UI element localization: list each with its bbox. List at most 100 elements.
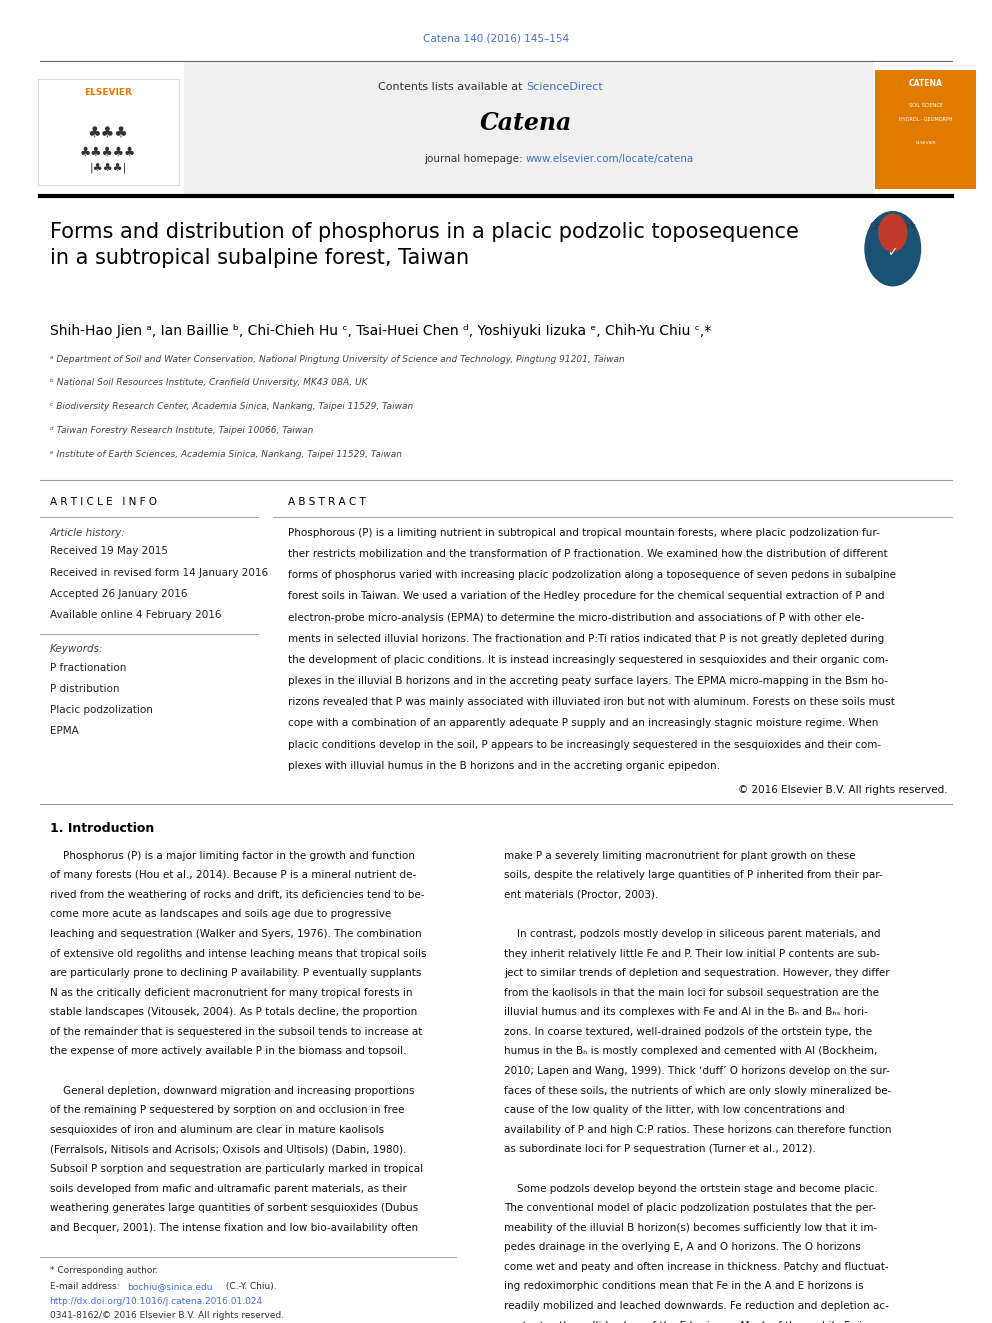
Text: CrossMark: CrossMark [869,222,917,232]
Text: ♣♣♣: ♣♣♣ [87,124,129,140]
Text: of many forests (Hou et al., 2014). Because P is a mineral nutrient de-: of many forests (Hou et al., 2014). Beca… [50,871,416,880]
Text: meability of the illuvial B horizon(s) becomes sufficiently low that it im-: meability of the illuvial B horizon(s) b… [504,1222,877,1233]
Text: are particularly prone to declining P availability. P eventually supplants: are particularly prone to declining P av… [50,968,421,978]
Text: ✓: ✓ [888,246,898,259]
Text: General depletion, downward migration and increasing proportions: General depletion, downward migration an… [50,1086,414,1095]
Text: of the remainder that is sequestered in the subsoil tends to increase at: of the remainder that is sequestered in … [50,1027,422,1037]
Text: Article history:: Article history: [50,528,125,538]
Text: plexes in the illuvial B horizons and in the accreting peaty surface layers. The: plexes in the illuvial B horizons and in… [288,676,888,687]
Text: (Ferralsols, Nitisols and Acrisols; Oxisols and Ultisols) (Dabin, 1980).: (Ferralsols, Nitisols and Acrisols; Oxis… [50,1144,406,1155]
Text: HYDROL · GEOMORPH: HYDROL · GEOMORPH [899,116,952,122]
Text: N as the critically deficient macronutrient for many tropical forests in: N as the critically deficient macronutri… [50,988,412,998]
Text: the development of placic conditions. It is instead increasingly sequestered in : the development of placic conditions. It… [288,655,888,665]
Text: 2010; Lapen and Wang, 1999). Thick ‘duff’ O horizons develop on the sur-: 2010; Lapen and Wang, 1999). Thick ‘duff… [504,1066,890,1076]
Text: (C.-Y. Chiu).: (C.-Y. Chiu). [223,1282,277,1291]
Text: rived from the weathering of rocks and drift, its deficiencies tend to be-: rived from the weathering of rocks and d… [50,890,425,900]
Text: Accepted 26 January 2016: Accepted 26 January 2016 [50,589,187,599]
Text: faces of these soils, the nutrients of which are only slowly mineralized be-: faces of these soils, the nutrients of w… [504,1086,891,1095]
Text: ELSEVIER: ELSEVIER [84,89,132,97]
Text: Contents lists available at: Contents lists available at [378,82,526,93]
Text: Subsoil P sorption and sequestration are particularly marked in tropical: Subsoil P sorption and sequestration are… [50,1164,423,1174]
Text: humus in the Bₕ is mostly complexed and cemented with Al (Bockheim,: humus in the Bₕ is mostly complexed and … [504,1046,877,1057]
Text: as subordinate loci for P sequestration (Turner et al., 2012).: as subordinate loci for P sequestration … [504,1144,815,1155]
Text: cause of the low quality of the litter, with low concentrations and: cause of the low quality of the litter, … [504,1105,844,1115]
Text: forest soils in Taiwan. We used a variation of the Hedley procedure for the chem: forest soils in Taiwan. We used a variat… [288,591,884,602]
Text: forms of phosphorus varied with increasing placic podzolization along a toposequ: forms of phosphorus varied with increasi… [288,570,896,581]
Text: © 2016 Elsevier B.V. All rights reserved.: © 2016 Elsevier B.V. All rights reserved… [738,785,947,795]
Text: from the kaolisols in that the main loci for subsoil sequestration are the: from the kaolisols in that the main loci… [504,988,879,998]
Text: come more acute as landscapes and soils age due to progressive: come more acute as landscapes and soils … [50,909,391,919]
Text: 1. Introduction: 1. Introduction [50,822,154,835]
Text: Keywords:: Keywords: [50,644,103,655]
Text: placic conditions develop in the soil, P appears to be increasingly sequestered : placic conditions develop in the soil, P… [288,740,881,750]
Text: of the remaining P sequestered by sorption on and occlusion in free: of the remaining P sequestered by sorpti… [50,1105,404,1115]
Text: Some podzols develop beyond the ortstein stage and become placic.: Some podzols develop beyond the ortstein… [504,1184,878,1193]
FancyBboxPatch shape [38,79,179,185]
Text: Phosphorous (P) is a limiting nutrient in subtropical and tropical mountain fore: Phosphorous (P) is a limiting nutrient i… [288,528,880,538]
Text: centuates the pallid colors of the E horizons. Much of the mobile Fe is ox-: centuates the pallid colors of the E hor… [504,1320,887,1323]
Text: ther restricts mobilization and the transformation of P fractionation. We examin: ther restricts mobilization and the tran… [288,549,887,560]
Text: ᵃ Department of Soil and Water Conservation, National Pingtung University of Sci: ᵃ Department of Soil and Water Conservat… [50,355,624,364]
Text: Received in revised form 14 January 2016: Received in revised form 14 January 2016 [50,568,268,578]
Text: pedes drainage in the overlying E, A and O horizons. The O horizons: pedes drainage in the overlying E, A and… [504,1242,861,1253]
Text: ᵉ Institute of Earth Sciences, Academia Sinica, Nankang, Taipei 11529, Taiwan: ᵉ Institute of Earth Sciences, Academia … [50,450,402,459]
Text: rizons revealed that P was mainly associated with illuviated iron but not with a: rizons revealed that P was mainly associ… [288,697,895,708]
Text: ScienceDirect: ScienceDirect [526,82,602,93]
Text: CATENA: CATENA [909,79,942,87]
Text: Catena: Catena [480,111,571,135]
Text: the expense of more actively available P in the biomass and topsoil.: the expense of more actively available P… [50,1046,406,1057]
Text: P distribution: P distribution [50,684,119,695]
Text: cope with a combination of an apparently adequate P supply and an increasingly s: cope with a combination of an apparently… [288,718,878,729]
Circle shape [865,212,921,286]
Text: |♣♣♣|: |♣♣♣| [89,163,127,173]
Text: illuvial humus and its complexes with Fe and Al in the Bₕ and Bₕₛ hori-: illuvial humus and its complexes with Fe… [504,1007,868,1017]
Text: The conventional model of placic podzolization postulates that the per-: The conventional model of placic podzoli… [504,1203,876,1213]
FancyBboxPatch shape [875,70,976,189]
Text: EPMA: EPMA [50,726,78,737]
Text: soils, despite the relatively large quantities of P inherited from their par-: soils, despite the relatively large quan… [504,871,883,880]
Text: ent materials (Proctor, 2003).: ent materials (Proctor, 2003). [504,890,659,900]
Text: SOIL SCIENCE: SOIL SCIENCE [909,103,942,108]
Text: ments in selected illuvial horizons. The fractionation and P:Ti ratios indicated: ments in selected illuvial horizons. The… [288,634,884,644]
Text: soils developed from mafic and ultramafic parent materials, as their: soils developed from mafic and ultramafi… [50,1184,407,1193]
Text: leaching and sequestration (Walker and Syers, 1976). The combination: leaching and sequestration (Walker and S… [50,929,422,939]
Text: Catena 140 (2016) 145–154: Catena 140 (2016) 145–154 [423,33,569,44]
Text: Received 19 May 2015: Received 19 May 2015 [50,546,168,557]
Text: zons. In coarse textured, well-drained podzols of the ortstein type, the: zons. In coarse textured, well-drained p… [504,1027,872,1037]
Text: ᶜ Biodiversity Research Center, Academia Sinica, Nankang, Taipei 11529, Taiwan: ᶜ Biodiversity Research Center, Academia… [50,402,413,411]
Text: E-mail address:: E-mail address: [50,1282,122,1291]
Text: ing redoximorphic conditions mean that Fe in the A and E horizons is: ing redoximorphic conditions mean that F… [504,1282,864,1291]
Circle shape [879,214,907,251]
FancyBboxPatch shape [184,61,873,196]
Text: ♣♣♣♣♣: ♣♣♣♣♣ [80,146,136,159]
Text: electron-probe micro-analysis (EPMA) to determine the micro-distribution and ass: electron-probe micro-analysis (EPMA) to … [288,613,864,623]
Text: stable landscapes (Vitousek, 2004). As P totals decline, the proportion: stable landscapes (Vitousek, 2004). As P… [50,1007,417,1017]
Text: make P a severely limiting macronutrient for plant growth on these: make P a severely limiting macronutrient… [504,851,855,861]
Text: www.elsevier.com/locate/catena: www.elsevier.com/locate/catena [526,153,694,164]
Text: bochiu@sinica.edu: bochiu@sinica.edu [127,1282,212,1291]
Text: Forms and distribution of phosphorus in a placic podzolic toposequence
in a subt: Forms and distribution of phosphorus in … [50,222,799,267]
Text: of extensive old regoliths and intense leaching means that tropical soils: of extensive old regoliths and intense l… [50,949,427,959]
Text: A B S T R A C T: A B S T R A C T [288,497,365,508]
Text: sesquioxides of iron and aluminum are clear in mature kaolisols: sesquioxides of iron and aluminum are cl… [50,1125,384,1135]
Text: weathering generates large quantities of sorbent sesquioxides (Dubus: weathering generates large quantities of… [50,1203,418,1213]
Text: come wet and peaty and often increase in thickness. Patchy and fluctuat-: come wet and peaty and often increase in… [504,1262,889,1271]
Text: ᵈ Taiwan Forestry Research Institute, Taipei 10066, Taiwan: ᵈ Taiwan Forestry Research Institute, Ta… [50,426,312,435]
Text: they inherit relatively little Fe and P. Their low initial P contents are sub-: they inherit relatively little Fe and P.… [504,949,880,959]
Text: availability of P and high C:P ratios. These horizons can therefore function: availability of P and high C:P ratios. T… [504,1125,892,1135]
Text: P fractionation: P fractionation [50,663,126,673]
Text: and Becquer, 2001). The intense fixation and low bio-availability often: and Becquer, 2001). The intense fixation… [50,1222,418,1233]
Text: ject to similar trends of depletion and sequestration. However, they differ: ject to similar trends of depletion and … [504,968,890,978]
Text: Available online 4 February 2016: Available online 4 February 2016 [50,610,221,620]
Text: * Corresponding author.: * Corresponding author. [50,1266,158,1275]
Text: Shih-Hao Jien ᵃ, Ian Baillie ᵇ, Chi-Chieh Hu ᶜ, Tsai-Huei Chen ᵈ, Yoshiyuki Iizu: Shih-Hao Jien ᵃ, Ian Baillie ᵇ, Chi-Chie… [50,324,711,339]
Text: readily mobilized and leached downwards. Fe reduction and depletion ac-: readily mobilized and leached downwards.… [504,1301,889,1311]
Text: plexes with illuvial humus in the B horizons and in the accreting organic epiped: plexes with illuvial humus in the B hori… [288,761,719,771]
Text: http://dx.doi.org/10.1016/j.catena.2016.01.024: http://dx.doi.org/10.1016/j.catena.2016.… [50,1297,263,1306]
Text: Phosphorus (P) is a major limiting factor in the growth and function: Phosphorus (P) is a major limiting facto… [50,851,415,861]
Text: Placic podzolization: Placic podzolization [50,705,153,716]
Text: In contrast, podzols mostly develop in siliceous parent materials, and: In contrast, podzols mostly develop in s… [504,929,881,939]
Text: journal homepage:: journal homepage: [424,153,526,164]
Text: ᵇ National Soil Resources Institute, Cranfield University, MK43 0BA, UK: ᵇ National Soil Resources Institute, Cra… [50,378,367,388]
Text: ELSEVIER: ELSEVIER [916,140,935,146]
